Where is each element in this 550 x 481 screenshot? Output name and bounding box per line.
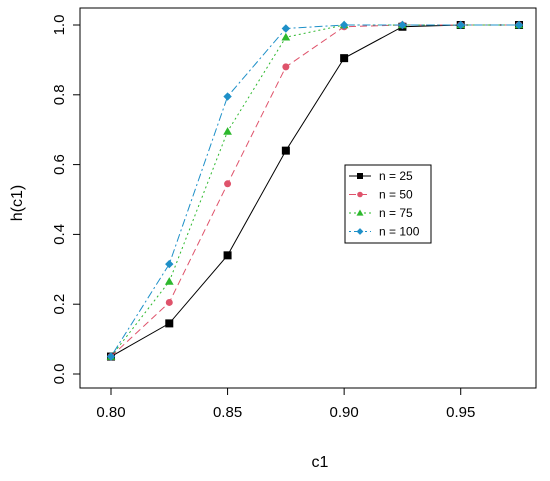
legend-item: n = 75 <box>349 206 413 220</box>
data-point <box>340 54 349 63</box>
data-point <box>164 277 174 285</box>
y-axis-title: h(c1) <box>9 185 26 221</box>
legend-label: n = 25 <box>379 169 413 183</box>
data-point <box>281 146 290 155</box>
data-point <box>165 259 174 269</box>
data-point <box>223 92 232 101</box>
legend-marker <box>356 209 364 216</box>
legend-item: n = 50 <box>349 188 413 202</box>
legend-marker <box>357 173 363 179</box>
y-tick-label: 0.0 <box>51 364 68 385</box>
data-point <box>282 63 290 71</box>
legend-label: n = 50 <box>379 188 413 202</box>
x-tick-label: 0.95 <box>446 404 475 421</box>
data-point <box>281 24 291 33</box>
x-axis-title: c1 <box>312 454 329 471</box>
data-point <box>106 352 116 361</box>
legend-item: n = 100 <box>349 225 420 239</box>
x-axis: 0.80 0.85 0.90 0.95 <box>96 387 475 421</box>
plot-frame <box>79 7 537 389</box>
data-point <box>165 298 173 306</box>
data-point <box>223 127 232 135</box>
series-layer <box>106 20 524 361</box>
series-4 <box>106 20 524 361</box>
y-axis: 0.0 0.2 0.4 0.6 0.8 1.0 <box>51 15 81 385</box>
legend-marker <box>356 228 364 235</box>
series-line <box>110 24 519 357</box>
series-line <box>110 24 519 357</box>
series-2 <box>107 21 523 361</box>
data-point <box>339 20 349 30</box>
legend-label: n = 100 <box>379 225 420 239</box>
x-tick-label: 0.90 <box>330 404 359 421</box>
y-tick-label: 0.4 <box>51 224 68 245</box>
series-line <box>110 24 519 357</box>
data-point <box>398 20 407 30</box>
legend-item: n = 25 <box>349 169 413 183</box>
series-line <box>110 24 519 357</box>
x-tick-label: 0.80 <box>96 404 125 421</box>
y-tick-label: 1.0 <box>51 15 68 36</box>
data-point <box>456 20 465 30</box>
legend: n = 25 n = 50 n = 75 n = 100 <box>344 164 432 244</box>
legend-marker <box>357 191 363 198</box>
data-point <box>223 251 232 260</box>
data-point <box>165 319 174 328</box>
series-1 <box>107 21 523 361</box>
data-point <box>281 32 291 41</box>
y-tick-label: 0.8 <box>51 84 68 105</box>
x-tick-label: 0.85 <box>213 404 242 421</box>
data-point <box>514 20 524 30</box>
legend-label: n = 75 <box>379 206 413 220</box>
y-tick-label: 0.6 <box>51 154 68 175</box>
y-tick-label: 0.2 <box>51 294 68 315</box>
series-3 <box>106 20 524 360</box>
data-point <box>224 180 232 188</box>
